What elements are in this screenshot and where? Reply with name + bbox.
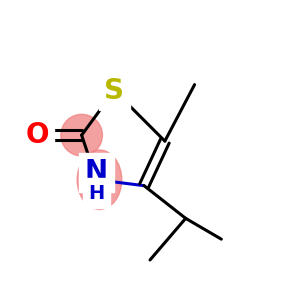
Ellipse shape [61,114,102,156]
Text: S: S [104,76,124,105]
Text: H: H [88,184,105,202]
Text: N: N [85,158,108,186]
Text: O: O [25,121,49,149]
Ellipse shape [77,150,122,209]
